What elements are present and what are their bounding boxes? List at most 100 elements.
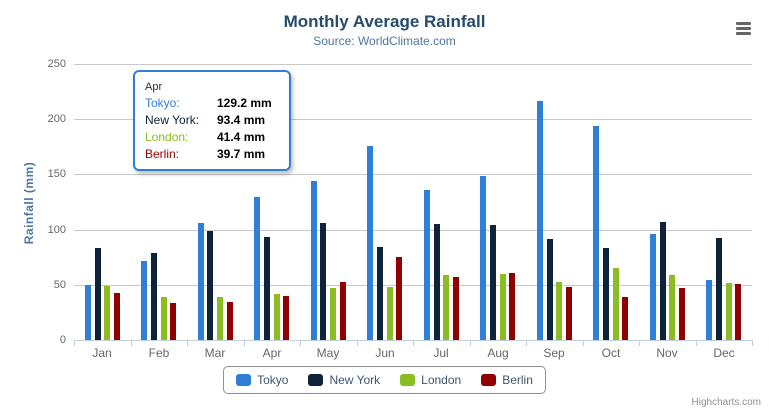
x-axis-line bbox=[74, 340, 753, 341]
tooltip-series-value: 41.4 mm bbox=[217, 130, 266, 144]
column-bar[interactable] bbox=[170, 303, 177, 340]
column-bar[interactable] bbox=[536, 101, 543, 340]
legend-label: New York bbox=[329, 373, 381, 387]
column-bar[interactable] bbox=[94, 248, 101, 340]
column-bar[interactable] bbox=[104, 286, 111, 340]
legend-symbol-icon bbox=[308, 374, 324, 386]
column-bar[interactable] bbox=[150, 253, 157, 340]
x-axis-category-label: May bbox=[316, 346, 340, 360]
column-bar[interactable] bbox=[622, 297, 629, 340]
tooltip-series-label: Berlin: bbox=[145, 147, 180, 161]
x-axis-category-label: Dec bbox=[713, 346, 735, 360]
column-bar[interactable] bbox=[207, 231, 214, 340]
x-axis-category-label: Jun bbox=[375, 346, 395, 360]
tooltip-series-value: 129.2 mm bbox=[217, 96, 272, 110]
column-bar[interactable] bbox=[339, 282, 346, 340]
column-bar[interactable] bbox=[160, 297, 167, 340]
column-bar[interactable] bbox=[706, 280, 713, 340]
x-axis-tick bbox=[413, 341, 414, 346]
column-bar[interactable] bbox=[565, 287, 572, 340]
column-bar[interactable] bbox=[310, 181, 317, 340]
column-bar[interactable] bbox=[443, 275, 450, 340]
legend-item-berlin[interactable]: Berlin bbox=[481, 373, 533, 387]
y-axis-title: Rainfall (mm) bbox=[22, 161, 36, 245]
y-gridline bbox=[74, 119, 752, 120]
column-bar[interactable] bbox=[254, 197, 261, 340]
column-bar[interactable] bbox=[480, 176, 487, 340]
column-bar[interactable] bbox=[197, 223, 204, 340]
column-bar[interactable] bbox=[367, 146, 374, 340]
legend-symbol-icon bbox=[481, 374, 497, 386]
column-bar[interactable] bbox=[386, 287, 393, 340]
tooltip-row: London: 41.4 mm bbox=[145, 129, 279, 146]
legend-label: Berlin bbox=[502, 373, 533, 387]
tooltip-series-label: London: bbox=[145, 130, 189, 144]
legend-label: Tokyo bbox=[257, 373, 289, 387]
column-bar[interactable] bbox=[716, 238, 722, 340]
y-axis-tick-label: 0 bbox=[59, 334, 66, 346]
export-menu-button[interactable] bbox=[731, 18, 755, 38]
legend-symbol-icon bbox=[236, 374, 252, 386]
plot-area bbox=[74, 64, 752, 340]
column-bar[interactable] bbox=[556, 282, 563, 340]
x-axis-category-label: Oct bbox=[601, 346, 621, 360]
column-bar[interactable] bbox=[678, 288, 685, 340]
column-bar[interactable] bbox=[263, 237, 270, 340]
tooltip: Apr Tokyo: 129.2 mm New York: 93.4 mm London… bbox=[133, 70, 291, 171]
column-bar[interactable] bbox=[433, 224, 440, 340]
credits-link[interactable]: Highcharts.com bbox=[691, 397, 761, 408]
column-bar[interactable] bbox=[423, 190, 430, 340]
column-bar[interactable] bbox=[273, 294, 280, 340]
x-axis-tick bbox=[187, 341, 188, 346]
column-bar[interactable] bbox=[330, 288, 337, 340]
x-axis-tick bbox=[696, 341, 697, 346]
x-axis-category-label: Apr bbox=[262, 346, 282, 360]
column-bar[interactable] bbox=[84, 285, 91, 340]
column-bar[interactable] bbox=[659, 222, 666, 340]
legend-item-new-york[interactable]: New York bbox=[308, 373, 380, 387]
column-bar[interactable] bbox=[141, 261, 148, 340]
chart-title: Monthly Average Rainfall bbox=[283, 12, 486, 31]
column-bar[interactable] bbox=[320, 223, 327, 340]
legend-item-tokyo[interactable]: Tokyo bbox=[236, 373, 288, 387]
column-bar[interactable] bbox=[546, 239, 553, 340]
x-axis-tick bbox=[470, 341, 471, 346]
x-axis-category-label: Jul bbox=[433, 346, 449, 360]
column-bar[interactable] bbox=[649, 234, 656, 340]
x-axis-category-label: Nov bbox=[656, 346, 678, 360]
tooltip-series-label: Tokyo: bbox=[145, 96, 180, 110]
tooltip-row: Berlin: 39.7 mm bbox=[145, 146, 279, 163]
x-axis-tick bbox=[752, 341, 753, 346]
column-bar[interactable] bbox=[283, 296, 290, 340]
y-gridline bbox=[74, 174, 752, 175]
legend-container: Tokyo New York London Berlin bbox=[0, 366, 769, 394]
column-bar[interactable] bbox=[509, 273, 516, 340]
column-bar[interactable] bbox=[396, 257, 403, 340]
column-bar[interactable] bbox=[603, 248, 609, 340]
legend-item-london[interactable]: London bbox=[400, 373, 461, 387]
column-bar[interactable] bbox=[593, 126, 600, 340]
column-bar[interactable] bbox=[612, 268, 619, 340]
column-bar[interactable] bbox=[735, 284, 742, 340]
x-axis-category-label: Aug bbox=[487, 346, 509, 360]
column-bar[interactable] bbox=[452, 277, 459, 340]
column-bar[interactable] bbox=[490, 225, 496, 340]
column-bar[interactable] bbox=[226, 302, 233, 340]
column-bar[interactable] bbox=[113, 293, 120, 340]
tooltip-row: New York: 93.4 mm bbox=[145, 112, 279, 129]
column-bar[interactable] bbox=[499, 274, 506, 340]
legend: Tokyo New York London Berlin bbox=[223, 366, 546, 394]
tooltip-series-label: New York: bbox=[145, 113, 200, 127]
column-bar[interactable] bbox=[725, 283, 732, 340]
tooltip-series-value: 39.7 mm bbox=[217, 147, 266, 161]
y-axis-tick-label: 250 bbox=[47, 58, 66, 70]
y-axis-tick-label: 200 bbox=[47, 113, 66, 125]
y-axis-tick-label: 100 bbox=[47, 224, 66, 236]
column-bar[interactable] bbox=[377, 247, 383, 340]
x-axis-tick bbox=[526, 341, 527, 346]
legend-symbol-icon bbox=[400, 374, 416, 386]
column-bar[interactable] bbox=[669, 275, 676, 340]
column-bar[interactable] bbox=[217, 297, 223, 340]
x-axis-category-label: Mar bbox=[204, 346, 226, 360]
